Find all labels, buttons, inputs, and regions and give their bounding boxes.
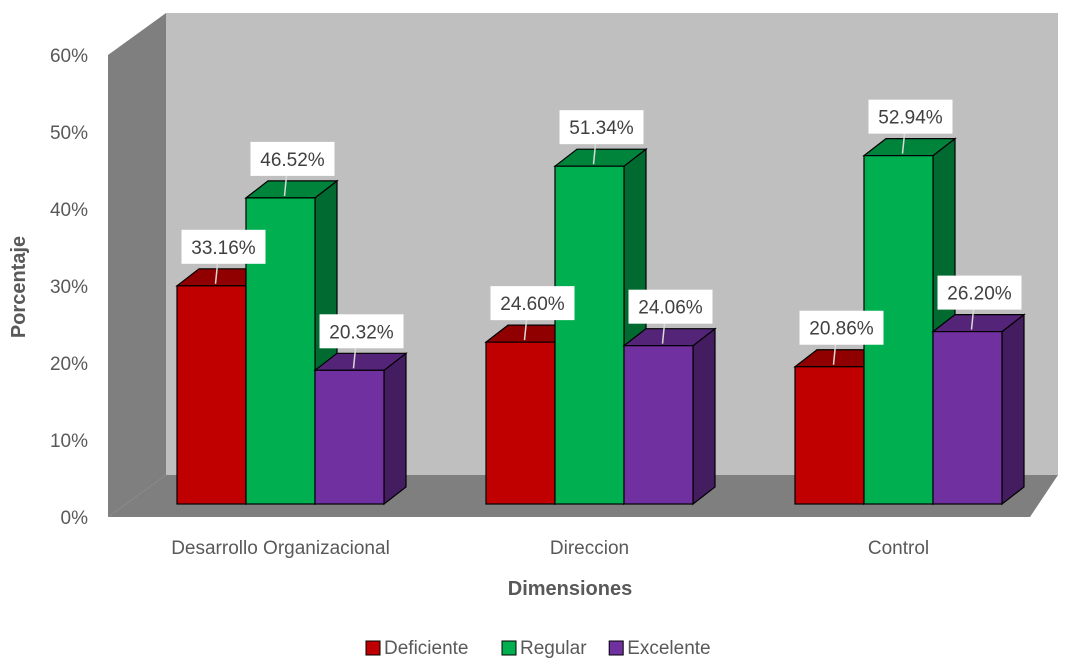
y-tick-label: 10% [50, 431, 88, 452]
legend-item: Deficiente [365, 638, 469, 659]
data-label-box [319, 314, 404, 349]
y-axis-title: Porcentaje [8, 236, 30, 338]
y-tick-label: 60% [50, 46, 88, 67]
leader-line [661, 323, 666, 344]
data-label: 52.94% [878, 108, 943, 129]
legend-swatch [365, 640, 381, 656]
category-labels: Desarrollo Organizacional Direccion Contro… [171, 538, 929, 559]
leader-line [352, 348, 357, 369]
data-label-box [181, 229, 266, 264]
x-axis-title: Dimensiones [508, 578, 632, 600]
legend-label: Regular [520, 638, 587, 659]
y-tick-label: 50% [50, 123, 88, 144]
category-label: Desarrollo Organizacional [171, 538, 390, 559]
bar [622, 327, 717, 506]
data-label: 20.32% [329, 322, 394, 343]
data-label-box [628, 289, 713, 324]
data-label: 26.20% [947, 284, 1012, 305]
data-label: 51.34% [569, 118, 634, 139]
bars [175, 137, 1026, 506]
leader-line [901, 133, 906, 154]
data-label-box [490, 286, 575, 321]
data-label-box [937, 275, 1022, 310]
side-wall [108, 13, 166, 517]
bar [313, 352, 408, 506]
data-label: 33.16% [191, 238, 256, 259]
data-label-box [799, 310, 884, 345]
leader-line [523, 320, 528, 341]
y-tick-label: 30% [50, 277, 88, 298]
data-label-box [250, 141, 335, 176]
leader-line [832, 344, 837, 365]
bar [931, 313, 1026, 506]
legend-item: Regular [501, 638, 587, 659]
data-label-box [868, 99, 953, 134]
leader-line [592, 144, 597, 165]
data-label: 24.06% [638, 298, 703, 319]
leader-line [283, 175, 288, 196]
legend-item: Excelente [608, 638, 711, 659]
data-label: 24.60% [500, 294, 565, 315]
y-tick-label: 0% [61, 508, 89, 529]
data-label-box [559, 110, 644, 145]
y-axis-ticks: 0% 10% 20% 30% 40% 50% 60% [50, 46, 88, 529]
legend-swatch [608, 640, 624, 656]
y-tick-label: 40% [50, 200, 88, 221]
legend-label: Excelente [627, 638, 710, 659]
category-label: Direccion [550, 538, 629, 559]
data-labels: 33.16% 24.60% 20.86% 46.52% 51.34% 52.94% 20.3… [181, 99, 1022, 349]
legend-swatch [501, 640, 517, 656]
legend-label: Deficiente [384, 638, 469, 659]
y-tick-label: 20% [50, 354, 88, 375]
legend: Deficiente Regular Excelente [365, 638, 711, 659]
category-label: Control [868, 538, 929, 559]
data-label: 20.86% [809, 319, 874, 340]
leader-lines [214, 133, 975, 369]
data-label: 46.52% [260, 150, 325, 171]
leader-line [214, 263, 219, 284]
leader-line [970, 309, 975, 330]
